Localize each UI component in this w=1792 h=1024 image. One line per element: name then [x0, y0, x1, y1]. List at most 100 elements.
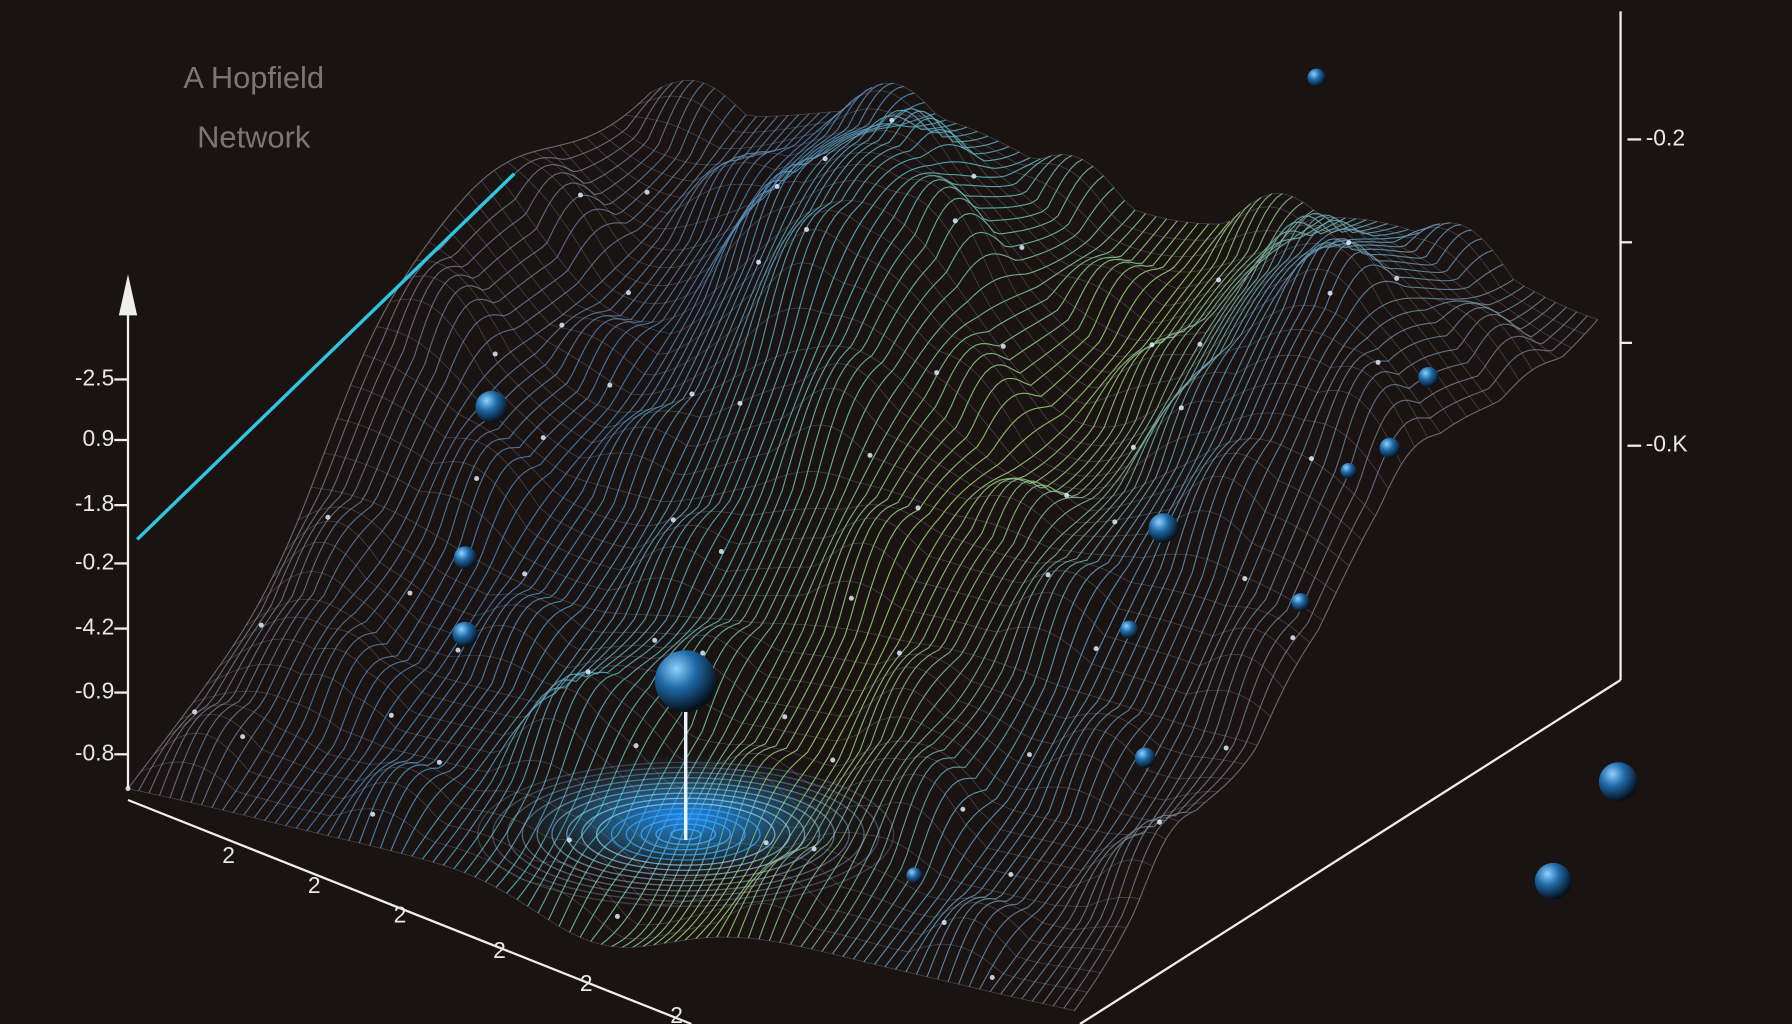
sparkle — [1242, 576, 1248, 582]
mesh-line — [507, 161, 1454, 425]
contour-line — [169, 80, 694, 799]
contour-line — [390, 92, 915, 851]
sparkle — [1178, 405, 1184, 411]
contour-line — [527, 155, 1052, 907]
sparkle — [1112, 519, 1118, 525]
contour-line — [348, 87, 873, 841]
sparkle — [989, 974, 995, 981]
sparkle — [804, 227, 810, 233]
contour-line — [411, 113, 936, 857]
mesh-line — [441, 224, 1389, 490]
sparkle — [474, 476, 480, 482]
mesh-line — [166, 713, 1114, 952]
ball — [1120, 620, 1139, 639]
mesh-line — [141, 761, 1088, 993]
sparkle — [1064, 492, 1070, 499]
contour-line — [979, 263, 1504, 990]
contour-line — [138, 86, 663, 792]
sparkle — [1308, 456, 1314, 462]
mesh-line — [572, 113, 1520, 381]
sparkle — [370, 811, 376, 817]
sparkle — [1000, 343, 1006, 349]
sparkle — [889, 117, 895, 123]
bottom-axis — [127, 798, 692, 1024]
sparkle — [934, 370, 940, 376]
sparkle — [625, 290, 632, 296]
contour-line — [779, 201, 1304, 943]
sparkle — [763, 840, 769, 846]
sparkle — [915, 505, 921, 511]
sparkle — [1197, 341, 1203, 347]
sparkle — [782, 714, 788, 720]
sparkle — [614, 913, 620, 919]
mesh-line — [638, 90, 1585, 335]
mesh-line — [467, 193, 1415, 462]
contour-line — [958, 238, 1483, 985]
sparkle — [1290, 635, 1296, 641]
contour-line — [1021, 296, 1546, 1000]
ball — [1291, 593, 1310, 612]
sparkle — [737, 400, 743, 406]
contour-line — [464, 110, 989, 874]
contour-line — [232, 115, 758, 814]
y-tick-label: -1.8 — [75, 490, 114, 516]
sparkle — [700, 650, 706, 656]
mesh-line — [376, 326, 1324, 621]
mesh-line — [494, 170, 1441, 434]
contour-line — [180, 82, 705, 801]
sparkle — [566, 837, 572, 843]
contour-line — [474, 117, 999, 878]
contour-line — [506, 157, 1031, 894]
ball — [1418, 366, 1439, 388]
x-tick-label: 2 — [670, 1002, 683, 1024]
contour-line — [306, 111, 831, 831]
sparkle — [1026, 752, 1032, 758]
contour-line — [316, 110, 842, 834]
contour-line — [127, 91, 652, 789]
contour-line — [453, 108, 978, 870]
mesh-line — [454, 208, 1402, 477]
ball — [1534, 862, 1572, 900]
sparkle — [1157, 819, 1163, 825]
y-tick-label: 0.9 — [83, 425, 115, 451]
title-line: A Hopfield — [183, 60, 324, 95]
sparkle — [830, 757, 836, 763]
contour-line — [842, 215, 1367, 957]
sparkle — [258, 622, 264, 628]
ball — [453, 546, 477, 570]
ball — [1148, 513, 1179, 543]
mesh-line — [612, 123, 1559, 359]
contour-line — [516, 158, 1041, 900]
sparkle — [896, 650, 902, 656]
mesh-line — [363, 354, 1311, 644]
x-tick-label: 2 — [394, 902, 407, 928]
sparkle — [1346, 240, 1352, 246]
sparkle — [1019, 244, 1025, 250]
sparkle — [952, 218, 958, 224]
contour-line — [285, 113, 810, 827]
contour-line — [937, 224, 1462, 980]
state-ball — [654, 650, 717, 712]
mesh-line — [337, 418, 1284, 690]
mesh-line — [520, 155, 1468, 417]
mesh-line — [481, 180, 1428, 446]
y-tick-label: -0.8 — [75, 739, 114, 765]
y-tick-label: -0.2 — [75, 548, 114, 574]
sparkle — [540, 435, 546, 441]
sparkle — [1093, 646, 1099, 652]
sparkle — [689, 391, 695, 397]
contour-line — [253, 115, 779, 819]
contour-line — [211, 104, 736, 808]
ball — [1598, 762, 1638, 802]
contour-line — [159, 80, 684, 796]
title-line: Network — [197, 120, 311, 155]
mesh-line — [284, 520, 1232, 780]
x-tick-label: 2 — [493, 937, 506, 963]
mesh-line — [402, 275, 1350, 567]
right-tick-label: -0.K — [1646, 431, 1688, 457]
contour-line — [274, 114, 800, 824]
contour-line — [1063, 315, 1588, 1009]
right-tick-label: -0.2 — [1646, 124, 1685, 150]
contour-line — [379, 85, 904, 849]
